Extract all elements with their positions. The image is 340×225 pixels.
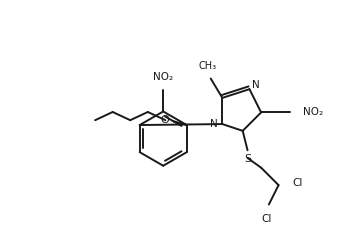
Text: CH₃: CH₃	[199, 61, 217, 71]
Text: N: N	[210, 119, 218, 129]
Text: Cl: Cl	[262, 214, 272, 224]
Text: Cl: Cl	[292, 178, 303, 188]
Text: NO₂: NO₂	[153, 72, 173, 82]
Text: NO₂: NO₂	[303, 107, 323, 117]
Text: N: N	[252, 80, 260, 90]
Text: O: O	[160, 115, 169, 125]
Text: S: S	[244, 154, 251, 164]
